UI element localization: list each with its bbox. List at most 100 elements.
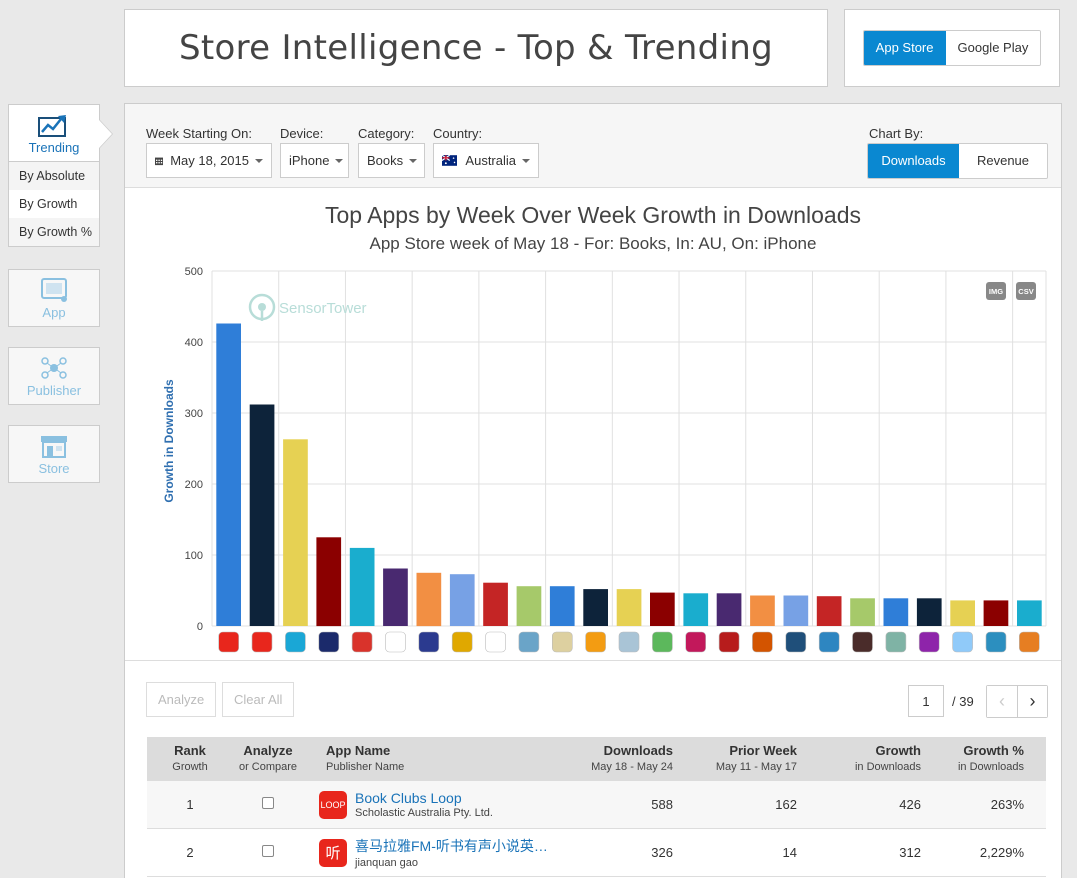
x-app-icon-25[interactable] (1018, 631, 1040, 653)
x-app-icon-17[interactable] (752, 631, 773, 653)
page-number-input[interactable]: 1 (908, 685, 944, 717)
x-app-icon-1[interactable] (218, 631, 239, 653)
bar-21[interactable] (883, 598, 909, 626)
x-app-icon-14[interactable] (652, 631, 673, 653)
chevron-down-icon (409, 158, 418, 163)
bar-4[interactable] (316, 537, 342, 627)
country-label: Country: (433, 126, 483, 141)
x-app-icon-24[interactable] (985, 631, 1007, 653)
x-app-icon-15[interactable] (685, 631, 707, 653)
bar-14[interactable] (650, 592, 675, 626)
x-app-icon-16[interactable] (718, 631, 740, 653)
x-app-icon-8[interactable] (451, 631, 473, 653)
page-title: Store Intelligence - Top & Trending (178, 28, 773, 68)
sub-item-by-growth-pct[interactable]: By Growth % (19, 225, 92, 239)
bar-2[interactable] (249, 404, 275, 627)
bar-24[interactable] (983, 600, 1009, 626)
x-app-icon-21[interactable] (885, 631, 907, 653)
x-app-icon-11[interactable] (551, 631, 573, 653)
chevron-down-icon (335, 158, 344, 163)
device-dropdown[interactable]: iPhone (280, 143, 349, 178)
bar-15[interactable] (683, 593, 709, 626)
app-icon[interactable]: 听 (319, 838, 347, 867)
x-app-icon-12[interactable] (585, 631, 606, 653)
bar-25[interactable] (1017, 600, 1042, 626)
bar-10[interactable] (516, 586, 542, 626)
bar-20[interactable] (850, 598, 875, 626)
bar-18[interactable] (783, 595, 809, 627)
bar-5[interactable] (349, 547, 375, 626)
clear-all-button[interactable]: Clear All (222, 682, 295, 717)
app-name-link[interactable]: 喜马拉雅FM-听书有声小说英… (355, 838, 548, 854)
bar-6[interactable] (383, 568, 408, 627)
week-label: Week Starting On: (146, 126, 252, 141)
export-csv-button[interactable]: CSV (1016, 282, 1036, 300)
next-page-button[interactable]: › (1017, 686, 1047, 717)
google-play-button[interactable]: Google Play (945, 31, 1041, 65)
nav-trending[interactable]: Trending (8, 104, 113, 162)
x-app-icon-3[interactable] (285, 631, 306, 653)
chevron-down-icon (255, 158, 263, 163)
header-rank[interactable]: Rank (174, 743, 206, 758)
app-store-button[interactable]: App Store (863, 31, 946, 65)
x-app-icon-5[interactable] (351, 631, 373, 653)
header-growth[interactable]: Growth (875, 743, 922, 758)
bar-17[interactable] (750, 595, 775, 627)
bar-19[interactable] (816, 596, 842, 626)
analyze-checkbox[interactable] (262, 845, 274, 857)
x-app-icon-9[interactable] (485, 631, 506, 653)
x-app-icon-4[interactable] (318, 631, 340, 653)
row-growth-pct: 2,229% (979, 845, 1024, 860)
bar-23[interactable] (950, 600, 975, 626)
row-growth: 312 (899, 845, 921, 860)
bar-12[interactable] (583, 589, 608, 626)
header-downloads[interactable]: Downloads (603, 743, 673, 758)
bar-3[interactable] (283, 439, 308, 626)
bar-8[interactable] (449, 574, 475, 626)
sub-item-by-growth[interactable]: By Growth (9, 190, 99, 218)
bar-1[interactable] (216, 323, 241, 627)
app-icon[interactable]: LOOP (319, 790, 347, 819)
app-name-link[interactable]: Book Clubs Loop (355, 790, 462, 806)
chartby-downloads-button[interactable]: Downloads (868, 144, 959, 178)
bar-16[interactable] (716, 593, 742, 626)
nav-store-label: Store (38, 460, 70, 476)
header-growth-pct-sub: in Downloads (957, 761, 1024, 773)
header-rank-sub: Growth (172, 761, 208, 773)
publisher-name: Scholastic Australia Pty. Ltd. (355, 807, 493, 819)
header-app-name[interactable]: App Name (326, 743, 391, 758)
x-app-icon-10[interactable] (518, 631, 540, 653)
x-app-icon-7[interactable] (418, 631, 440, 653)
x-app-icon-22[interactable] (918, 631, 940, 653)
export-img-button[interactable]: IMG (986, 282, 1006, 300)
device-value: iPhone (289, 153, 330, 168)
sub-item-by-absolute[interactable]: By Absolute (19, 169, 86, 183)
x-app-icon-2[interactable] (251, 631, 273, 653)
bar-11[interactable] (549, 586, 575, 626)
x-app-icon-20[interactable] (852, 631, 873, 653)
header-growth-pct[interactable]: Growth % (963, 743, 1024, 758)
category-dropdown[interactable]: Books (358, 143, 425, 178)
analyze-button[interactable]: Analyze (146, 682, 217, 717)
prev-page-button[interactable]: ‹ (987, 686, 1017, 717)
bar-7[interactable] (416, 572, 442, 627)
x-app-icon-6[interactable] (385, 631, 406, 653)
analyze-checkbox[interactable] (262, 797, 274, 809)
x-app-icon-13[interactable] (618, 631, 640, 653)
chartby-revenue-button[interactable]: Revenue (959, 144, 1047, 178)
bar-9[interactable] (483, 582, 508, 626)
country-dropdown[interactable]: Australia (433, 143, 539, 178)
x-app-icon-19[interactable] (818, 631, 840, 653)
week-dropdown[interactable]: May 18, 2015 (146, 143, 272, 178)
nav-app[interactable]: App (8, 269, 100, 327)
header-prior-week[interactable]: Prior Week (729, 743, 797, 758)
x-app-icon-23[interactable] (952, 631, 973, 653)
bar-13[interactable] (616, 589, 642, 626)
section-divider (125, 660, 1061, 661)
y-tick-label: 100 (185, 550, 203, 562)
category-value: Books (367, 153, 404, 168)
nav-publisher[interactable]: Publisher (8, 347, 100, 405)
bar-22[interactable] (916, 598, 942, 626)
x-app-icon-18[interactable] (785, 631, 807, 653)
nav-store[interactable]: Store (8, 425, 100, 483)
